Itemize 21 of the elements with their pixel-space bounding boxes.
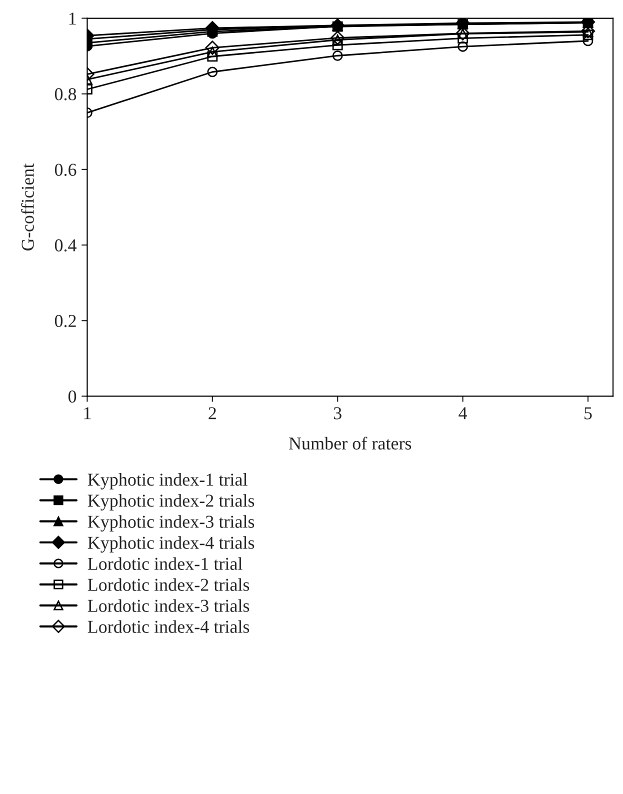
legend-label: Kyphotic index-4 trials <box>88 536 254 553</box>
legend-label: Lordotic index-3 trials <box>88 599 250 612</box>
legend-label: Lordotic index-2 trials <box>88 578 250 591</box>
y-tick-label: 0.2 <box>54 314 76 328</box>
x-tick-label: 3 <box>334 407 342 420</box>
y-tick-label: 0.4 <box>54 239 77 252</box>
legend-label: Lordotic index-4 trials <box>88 620 250 633</box>
x-axis-title: Number of raters <box>288 436 412 450</box>
legend-label: Kyphotic index-3 trials <box>88 515 254 532</box>
y-axis-title: G-cofficient <box>21 163 34 250</box>
x-tick-label: 1 <box>84 407 91 420</box>
x-tick-label: 4 <box>458 407 468 420</box>
y-tick-label: 1 <box>69 12 76 25</box>
x-tick-label: 2 <box>208 407 216 420</box>
y-tick-label: 0.8 <box>54 88 76 100</box>
x-tick-label: 5 <box>584 407 592 420</box>
legend-label: Kyphotic index-1 trial <box>88 473 248 490</box>
legend-label: Kyphotic index-2 trials <box>88 494 254 511</box>
legend-label: Lordotic index-1 trial <box>88 557 242 570</box>
y-tick-label: 0.6 <box>54 164 76 176</box>
y-tick-label: 0 <box>68 390 76 403</box>
